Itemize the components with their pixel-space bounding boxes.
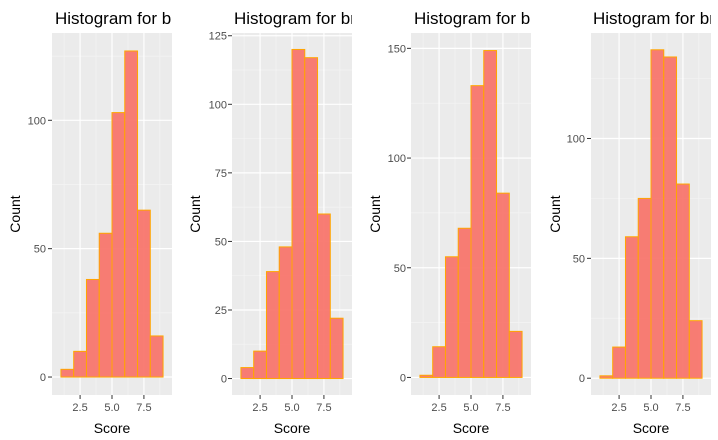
y-tick-label: 50 <box>215 236 227 248</box>
histogram-bar <box>317 213 331 380</box>
histogram-bars <box>599 49 703 379</box>
histogram-bar <box>278 246 293 380</box>
y-tick-label: 0 <box>221 374 227 386</box>
histogram-bar <box>457 227 472 378</box>
x-axis-title: Score <box>453 420 490 436</box>
histogram-bar <box>73 350 87 378</box>
y-tick-label: 0 <box>579 373 585 385</box>
histogram-bar <box>60 368 75 378</box>
y-tick-label: 75 <box>215 168 227 180</box>
histogram-bar <box>496 192 510 378</box>
histogram-bar <box>637 197 652 379</box>
y-tick-label: 50 <box>394 263 406 275</box>
y-axis-title: Count <box>547 195 563 232</box>
histogram-panel-1: 0 50 100 2.5 5.0 7.5 Score Count Histogram for b… <box>7 9 177 436</box>
x-axis-title: Score <box>94 420 131 436</box>
histogram-bar <box>291 48 306 380</box>
histogram-bars <box>240 48 344 380</box>
x-tick-label: 5.0 <box>284 402 299 414</box>
y-tick-label: 100 <box>28 115 46 127</box>
x-tick-label: 7.5 <box>316 402 331 414</box>
y-tick-label: 50 <box>573 253 585 265</box>
histogram-bar <box>419 374 434 378</box>
histogram-bar <box>111 112 126 378</box>
histogram-bar <box>508 330 523 378</box>
chart-title: Histogram for br <box>55 9 177 28</box>
histogram-bar <box>599 375 614 379</box>
x-tick-label: 5.0 <box>643 402 658 414</box>
x-tick-label: 7.5 <box>675 402 690 414</box>
y-tick-label: 50 <box>34 244 46 256</box>
histogram-bar <box>470 85 485 378</box>
x-tick-label: 5.0 <box>104 402 119 414</box>
x-tick-label: 5.0 <box>463 402 478 414</box>
histogram-bar <box>304 57 319 380</box>
histogram-bar <box>444 256 459 378</box>
histogram-bar <box>483 50 498 378</box>
chart-title: Histogram for br <box>234 9 356 28</box>
histogram-bar <box>85 278 100 378</box>
y-tick-label: 100 <box>567 133 585 145</box>
y-axis-title: Count <box>7 195 23 232</box>
x-tick-label: 7.5 <box>136 402 151 414</box>
chart-title: Histogram for br <box>414 9 536 28</box>
histogram-bar <box>663 56 678 379</box>
y-tick-label: 100 <box>388 153 406 165</box>
histogram-bar <box>329 317 344 380</box>
x-tick-label: 2.5 <box>431 402 446 414</box>
histogram-bar <box>650 49 665 379</box>
x-axis-title: Score <box>274 420 311 436</box>
y-axis-title: Count <box>367 195 383 232</box>
histogram-bar <box>265 271 280 380</box>
histogram-bar <box>149 335 164 378</box>
histogram-bar <box>137 209 151 378</box>
histogram-panel-3: 0 50 100 150 2.5 5.0 7.5 Score Count Histogram fo… <box>367 9 536 436</box>
histogram-bar <box>253 350 267 380</box>
histogram-bars <box>60 50 164 378</box>
y-axis-title: Count <box>187 195 203 232</box>
y-tick-label: 125 <box>209 31 227 43</box>
y-tick-label: 150 <box>388 43 406 55</box>
histogram-panel-2: 0 25 50 75 100 125 2.5 5.0 7.5 Score Count Histogra… <box>187 9 356 436</box>
histogram-bar <box>676 183 690 379</box>
histogram-bar <box>432 346 446 378</box>
histogram-bar <box>688 320 703 379</box>
chart-title: Histogram for br <box>593 9 715 28</box>
histogram-panel-4: 0 50 100 2.5 5.0 7.5 Score Count Histogram for b… <box>547 9 715 436</box>
histogram-bars <box>419 50 523 378</box>
histogram-bar <box>240 367 255 380</box>
histogram-bar <box>124 50 139 378</box>
y-tick-label: 0 <box>40 372 46 384</box>
histogram-bar <box>612 346 626 379</box>
x-tick-label: 2.5 <box>72 402 87 414</box>
histogram-bar <box>98 232 113 378</box>
histogram-bar <box>624 236 639 379</box>
x-axis-title: Score <box>633 420 670 436</box>
x-tick-label: 7.5 <box>495 402 510 414</box>
y-tick-label: 100 <box>209 99 227 111</box>
x-tick-label: 2.5 <box>252 402 267 414</box>
x-tick-label: 2.5 <box>611 402 626 414</box>
y-tick-label: 25 <box>215 305 227 317</box>
y-tick-label: 0 <box>400 372 406 384</box>
